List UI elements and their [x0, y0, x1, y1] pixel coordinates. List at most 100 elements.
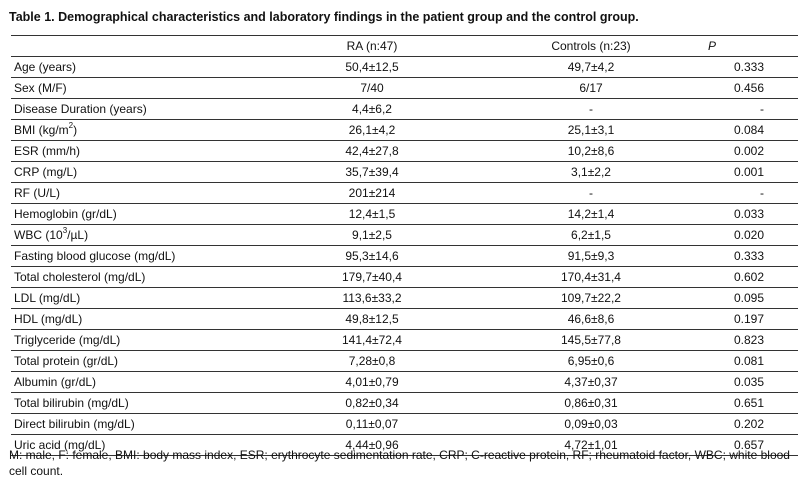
ra-value: 179,7±40,4 [256, 266, 488, 288]
row-label: Direct bilirubin (mg/dL) [11, 413, 256, 435]
row-label-text: HDL (mg/dL) [14, 312, 83, 326]
ra-value: 0,11±0,07 [256, 413, 488, 435]
row-label-text: Total cholesterol (mg/dL) [14, 270, 146, 284]
row-label-text: Disease Duration (years) [14, 102, 147, 116]
row-label-text: WBC (10 [14, 228, 63, 242]
header-row: RA (n:47) Controls (n:23) P [11, 35, 798, 57]
row-label-text: LDL (mg/dL) [14, 291, 81, 305]
ra-value: 4,4±6,2 [256, 98, 488, 120]
table-row: Uric acid (mg/dL) 4,44±0,96 4,72±1,01 0.657 [11, 434, 798, 456]
ra-value: 7,28±0,8 [256, 350, 488, 372]
row-label-text: BMI (kg/m [14, 123, 69, 137]
header-variable [11, 35, 256, 57]
row-label: HDL (mg/dL) [11, 308, 256, 330]
controls-value: 46,6±8,6 [488, 308, 694, 330]
controls-value: 14,2±1,4 [488, 203, 694, 225]
table-row: Sex (M/F) 7/40 6/17 0.456 [11, 77, 798, 99]
controls-value: 6,2±1,5 [488, 224, 694, 246]
controls-value: - [488, 182, 694, 204]
ra-value: 4,01±0,79 [256, 371, 488, 393]
row-label: Triglyceride (mg/dL) [11, 329, 256, 351]
table-footnote: M: male, F: female, BMI: body mass index… [9, 448, 790, 478]
table-row: ESR (mm/h) 42,4±27,8 10,2±8,6 0.002 [11, 140, 798, 162]
row-label: WBC (103/µL) [11, 224, 256, 246]
row-label-text: RF (U/L) [14, 186, 60, 200]
p-value: 0.035 [694, 371, 798, 393]
ra-value: 42,4±27,8 [256, 140, 488, 162]
ra-value: 7/40 [256, 77, 488, 99]
ra-value: 0,82±0,34 [256, 392, 488, 414]
table-row: BMI (kg/m2) 26,1±4,2 25,1±3,1 0.084 [11, 119, 798, 141]
header-ra: RA (n:47) [256, 35, 488, 57]
table-row: Triglyceride (mg/dL) 141,4±72,4 145,5±77,8… [11, 329, 798, 351]
table-row: Total bilirubin (mg/dL) 0,82±0,34 0,86±0,3… [11, 392, 798, 414]
p-value: 0.081 [694, 350, 798, 372]
p-value: 0.333 [694, 245, 798, 267]
p-value: 0.084 [694, 119, 798, 141]
table-row: RF (U/L) 201±214- - [11, 182, 798, 204]
data-table: RA (n:47) Controls (n:23) P Age (years) 5… [11, 35, 798, 456]
p-value: 0.456 [694, 77, 798, 99]
controls-value: - [488, 98, 694, 120]
ra-value: 50,4±12,5 [256, 56, 488, 78]
p-value: 0.657 [694, 434, 798, 456]
table-row: LDL (mg/dL) 113,6±33,2 109,7±22,2 0.095 [11, 287, 798, 309]
controls-value: 170,4±31,4 [488, 266, 694, 288]
row-label: Fasting blood glucose (mg/dL) [11, 245, 256, 267]
controls-value: 145,5±77,8 [488, 329, 694, 351]
row-label: Disease Duration (years) [11, 98, 256, 120]
ra-value: 4,44±0,96 [256, 434, 488, 456]
p-value: 0.020 [694, 224, 798, 246]
ra-value: 35,7±39,4 [256, 161, 488, 183]
ra-value: 26,1±4,2 [256, 119, 488, 141]
row-label: Age (years) [11, 56, 256, 78]
table-body: Age (years) 50,4±12,5 49,7±4,2 0.333 Sex (M/… [11, 56, 798, 456]
p-value: 0.823 [694, 329, 798, 351]
ra-value: 49,8±12,5 [256, 308, 488, 330]
row-label: Uric acid (mg/dL) [11, 434, 256, 456]
p-value: 0.197 [694, 308, 798, 330]
table-row: Total cholesterol (mg/dL) 179,7±40,4 170,4… [11, 266, 798, 288]
p-value: 0.033 [694, 203, 798, 225]
controls-value: 4,72±1,01 [488, 434, 694, 456]
table-row: Fasting blood glucose (mg/dL) 95,3±14,6 91… [11, 245, 798, 267]
row-label: ESR (mm/h) [11, 140, 256, 162]
ra-value: 113,6±33,2 [256, 287, 488, 309]
table-row: WBC (103/µL) 9,1±2,5 6,2±1,5 0.020 [11, 224, 798, 246]
table-row: Total protein (gr/dL) 7,28±0,8 6,95±0,6 0.0… [11, 350, 798, 372]
row-label: Total protein (gr/dL) [11, 350, 256, 372]
p-value: 0.602 [694, 266, 798, 288]
controls-value: 25,1±3,1 [488, 119, 694, 141]
table-row: Age (years) 50,4±12,5 49,7±4,2 0.333 [11, 56, 798, 78]
header-p: P [694, 35, 798, 57]
p-value: 0.333 [694, 56, 798, 78]
row-label-text: Uric acid (mg/dL) [14, 438, 106, 452]
table-row: Direct bilirubin (mg/dL) 0,11±0,07 0,09±0,… [11, 413, 798, 435]
p-value: 0.651 [694, 392, 798, 414]
row-label: BMI (kg/m2) [11, 119, 256, 141]
controls-value: 49,7±4,2 [488, 56, 694, 78]
row-label-text: Fasting blood glucose (mg/dL) [14, 249, 176, 263]
row-label-text: Hemoglobin (gr/dL) [14, 207, 117, 221]
row-label-text: Age (years) [14, 60, 77, 74]
row-label: LDL (mg/dL) [11, 287, 256, 309]
row-label-text: ESR (mm/h) [14, 144, 80, 158]
row-label: Sex (M/F) [11, 77, 256, 99]
controls-value: 6/17 [488, 77, 694, 99]
controls-value: 3,1±2,2 [488, 161, 694, 183]
row-label-text: Albumin (gr/dL) [14, 375, 97, 389]
row-label-text: Direct bilirubin (mg/dL) [14, 417, 135, 431]
row-label-text: Triglyceride (mg/dL) [14, 333, 121, 347]
table-row: Disease Duration (years) 4,4±6,2- - [11, 98, 798, 120]
table-row: Albumin (gr/dL) 4,01±0,79 4,37±0,37 0.035 [11, 371, 798, 393]
row-label: CRP (mg/L) [11, 161, 256, 183]
row-label-suffix: /µL) [67, 228, 89, 242]
controls-value: 109,7±22,2 [488, 287, 694, 309]
table-row: CRP (mg/L) 35,7±39,4 3,1±2,2 0.001 [11, 161, 798, 183]
row-label-text: Sex (M/F) [14, 81, 67, 95]
row-label-text: Total protein (gr/dL) [14, 354, 119, 368]
p-value: - [694, 98, 798, 120]
row-label: Albumin (gr/dL) [11, 371, 256, 393]
row-label-text: CRP (mg/L) [14, 165, 78, 179]
table-caption: Table 1. Demographical characteristics a… [9, 10, 639, 24]
